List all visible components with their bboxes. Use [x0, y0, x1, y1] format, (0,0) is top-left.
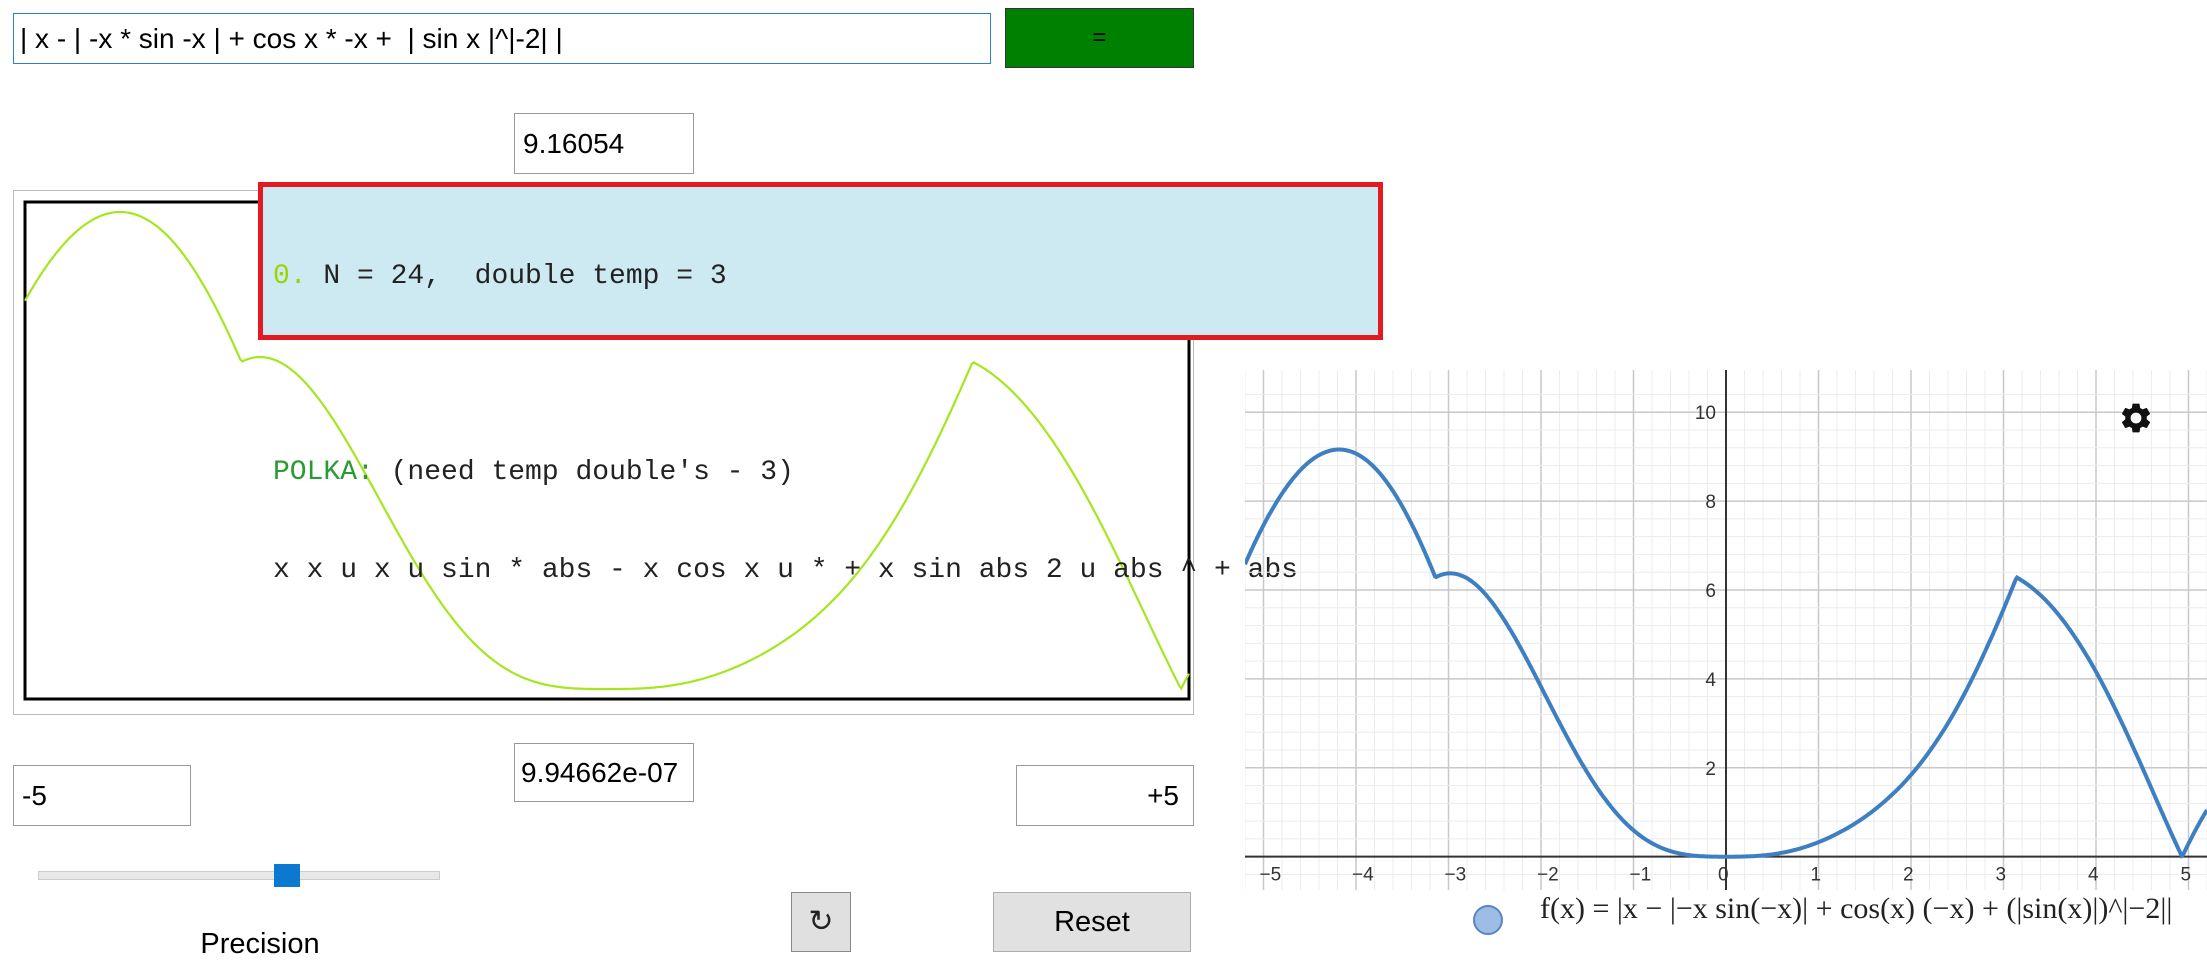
x-tick-label: 4	[2088, 865, 2099, 886]
legend-visibility-toggle[interactable]	[1473, 905, 1503, 935]
y-tick-label: 8	[1705, 492, 1716, 513]
x-tick-label: −1	[1630, 865, 1652, 886]
polka-label: POLKA:	[273, 457, 374, 488]
refresh-icon: ↻	[808, 905, 834, 938]
precision-label: Precision	[200, 928, 320, 960]
x-min-field[interactable]: -5	[13, 765, 191, 826]
precision-slider-thumb[interactable]	[274, 864, 301, 887]
reset-button[interactable]: Reset	[993, 892, 1191, 952]
info-panel: 0. N = 24, double temp = 3 POLKA: (need …	[258, 182, 1383, 586]
info-summary: N = 24, double temp = 3	[306, 261, 727, 292]
x-tick-label: 5	[2181, 865, 2192, 886]
polka-note: (need temp double's - 3)	[373, 457, 794, 488]
y-tick-label: 10	[1695, 403, 1716, 424]
rpn-expression: x x u x u sin * abs - x cos x u * + x si…	[273, 555, 1298, 586]
min-value-field[interactable]: 9.94662e-07	[514, 743, 694, 802]
formula-input[interactable]: | x - | -x * sin -x | + cos x * -x + | s…	[13, 13, 991, 64]
info-index: 0.	[273, 261, 307, 292]
x-max-field[interactable]: +5	[1016, 765, 1194, 826]
y-tick-label: 4	[1705, 670, 1716, 691]
gear-icon[interactable]	[2118, 400, 2154, 436]
x-tick-label: 1	[1811, 865, 1822, 886]
x-tick-label: −3	[1445, 865, 1467, 886]
legend-formula: f(x) = |x − |−x sin(−x)| + cos(x) (−x) +…	[1540, 892, 2173, 925]
y-tick-label: 6	[1705, 581, 1716, 602]
x-tick-label: −5	[1260, 865, 1282, 886]
x-tick-label: 3	[1996, 865, 2007, 886]
x-tick-label: 2	[1903, 865, 1914, 886]
graph-curve	[1245, 447, 2207, 859]
precision-slider-track[interactable]	[38, 871, 440, 880]
refresh-button[interactable]: ↻	[791, 892, 851, 952]
graph-view: −5 −4 −3 −2 −1 0 1 2 3 4 5 2 4 6 8 10	[1245, 370, 2207, 890]
plot-curve	[24, 210, 1190, 691]
x-tick-label: −2	[1537, 865, 1559, 886]
graph-tick-labels: −5 −4 −3 −2 −1 0 1 2 3 4 5 2 4 6 8 10	[1260, 403, 2192, 885]
evaluate-button[interactable]: =	[1005, 8, 1194, 68]
x-tick-label: −4	[1352, 865, 1374, 886]
x-tick-label: 0	[1718, 865, 1729, 886]
max-value-field[interactable]: 9.16054	[514, 113, 694, 174]
y-tick-label: 2	[1705, 759, 1716, 780]
